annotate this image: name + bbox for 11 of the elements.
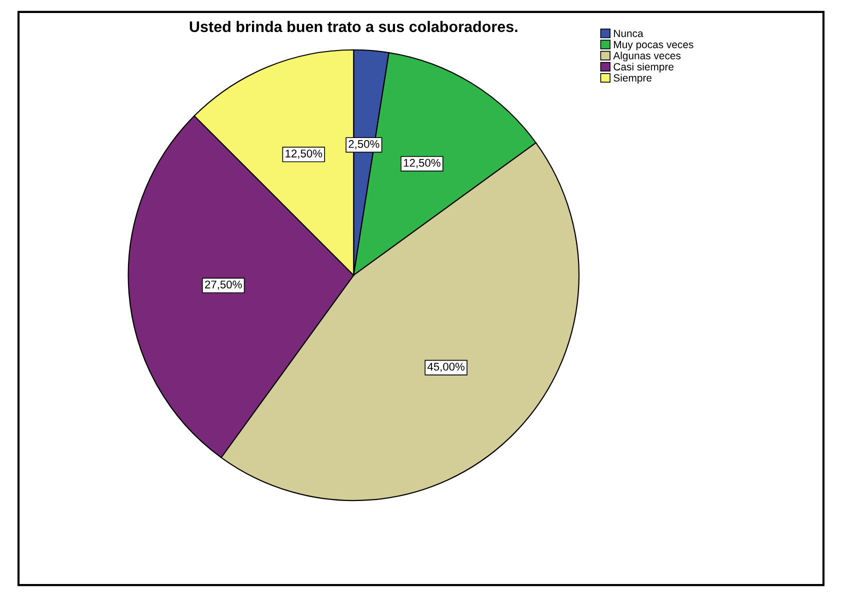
legend-label: Nunca [614, 30, 644, 38]
data-label: 12,50% [404, 158, 440, 168]
legend-label: Muy pocas veces [614, 40, 694, 50]
data-label: 27,50% [205, 280, 242, 290]
legend-label: Algunas veces [613, 52, 681, 62]
data-label: 2,50% [348, 140, 380, 150]
legend-label: Casi siempre [614, 62, 674, 73]
chart-title: Usted brinda buen trato a sus colaboradores. [190, 20, 518, 32]
data-label: 45,00% [427, 362, 465, 372]
legend-label: Siempre [614, 74, 652, 84]
data-label: 12,50% [286, 150, 322, 159]
